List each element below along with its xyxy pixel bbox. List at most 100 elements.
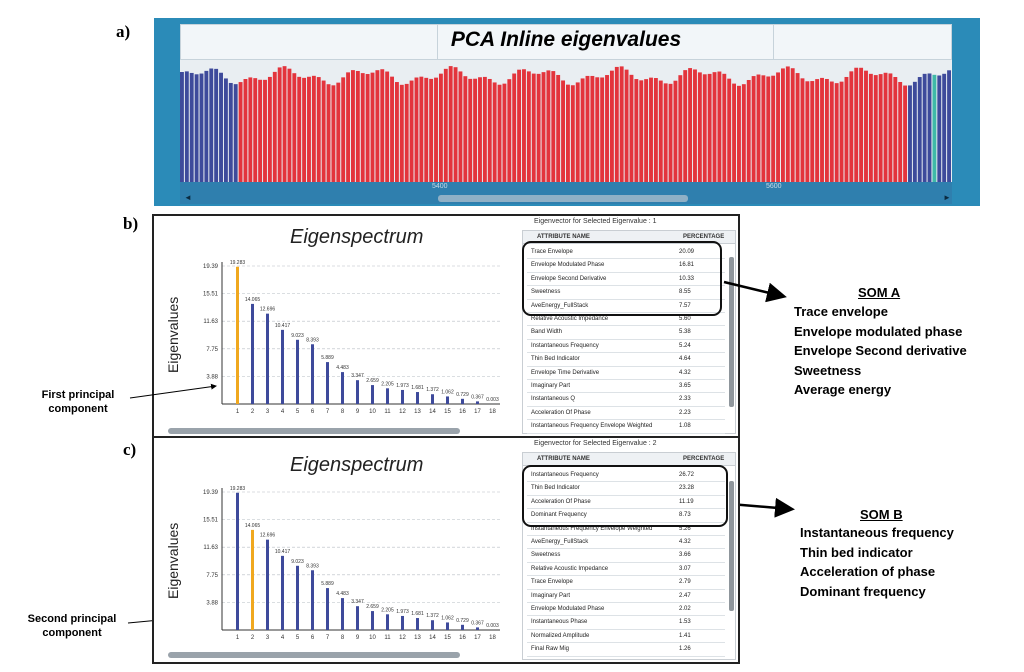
pca-bar xyxy=(414,77,419,182)
eigenvalue-bar[interactable] xyxy=(281,329,284,404)
eigenvalue-bar[interactable] xyxy=(341,372,344,404)
pca-scrollbar-thumb[interactable] xyxy=(438,195,688,202)
table-row[interactable]: Instantaneous Frequency Envelope Weighte… xyxy=(523,420,727,434)
eigenvalue-bar[interactable] xyxy=(236,492,239,630)
eigenvalue-bar[interactable] xyxy=(371,611,374,630)
eigenvalue-bar[interactable] xyxy=(431,620,434,630)
pca-bar xyxy=(453,67,458,182)
table-row[interactable]: Instantaneous Frequency Envelope Weighte… xyxy=(523,523,727,536)
attribute-percentage: 5.24 xyxy=(679,342,691,349)
eigenvalue-bar[interactable] xyxy=(356,380,359,404)
pca-bar xyxy=(785,66,790,182)
attribute-name: Relative Acoustic Impedance xyxy=(531,565,609,572)
eigenvalue-bar[interactable] xyxy=(326,362,329,404)
table-row[interactable]: Acceleration Of Phase 11.19 xyxy=(523,496,727,510)
pca-bar xyxy=(341,77,346,182)
eigenvalue-bar[interactable] xyxy=(341,598,344,630)
pca-bar xyxy=(673,80,678,182)
table-row[interactable]: Envelope Modulated Phase 16.81 xyxy=(523,259,727,273)
table-row[interactable]: Relative Acoustic Impedance 5.60 xyxy=(523,313,727,327)
pca-bar xyxy=(463,76,468,182)
pca-bar xyxy=(712,72,717,182)
eigenvalue-bar[interactable] xyxy=(461,624,464,630)
selected-eigenvalue-bar[interactable] xyxy=(236,266,239,404)
pca-bar xyxy=(233,84,238,182)
eigenvalue-bar[interactable] xyxy=(311,344,314,404)
eigenvalue-bar[interactable] xyxy=(356,606,359,630)
attribute-name: Instantaneous Frequency Envelope Weighte… xyxy=(531,525,653,532)
table-row[interactable]: Relative Acoustic Impedance 3.07 xyxy=(523,563,727,577)
table-row[interactable]: Envelope Time Derivative 4.32 xyxy=(523,367,727,380)
eigenvalue-bar[interactable] xyxy=(326,588,329,630)
eigenvalue-bar[interactable] xyxy=(476,401,479,404)
eigenvalue-bar[interactable] xyxy=(431,394,434,404)
table-row[interactable]: AveEnergy_FullStack 4.32 xyxy=(523,536,727,550)
pca-bar xyxy=(536,73,541,182)
eigenvalue-bar[interactable] xyxy=(266,313,269,404)
eigenvalue-bar[interactable] xyxy=(476,627,479,630)
horizontal-scrollbar[interactable] xyxy=(168,428,460,434)
attribute-percentage: 20.09 xyxy=(679,249,695,255)
pca-bar xyxy=(717,71,722,182)
pca-bar xyxy=(253,78,258,182)
table-row[interactable]: Instantaneous Q 2.33 xyxy=(523,393,727,407)
table-row[interactable]: Acceleration Of Phase 2.23 xyxy=(523,407,727,421)
eigenvalue-bar[interactable] xyxy=(371,385,374,404)
eigenvalue-bar[interactable] xyxy=(416,392,419,404)
column-header[interactable]: PERCENTAGE xyxy=(683,234,725,240)
selected-eigenvalue-bar[interactable] xyxy=(251,529,254,630)
pca-bar xyxy=(634,79,639,182)
eigenvalue-bar[interactable] xyxy=(266,539,269,630)
pca-bar xyxy=(932,74,937,182)
eigenvalue-bar[interactable] xyxy=(446,396,449,404)
eigenvalue-bar[interactable] xyxy=(251,303,254,404)
eigenvalue-bar[interactable] xyxy=(401,389,404,404)
pca-bar xyxy=(883,72,888,182)
pca-bar xyxy=(302,77,307,182)
pca-bar xyxy=(512,73,517,182)
table-row[interactable]: Trace Envelope 2.79 xyxy=(523,576,727,590)
table-row[interactable]: Thin Bed Indicator 23.28 xyxy=(523,482,727,496)
eigenvalue-bar[interactable] xyxy=(311,570,314,630)
scroll-right-icon[interactable]: ► xyxy=(943,193,951,202)
eigenvalue-bar[interactable] xyxy=(416,618,419,630)
table-row[interactable]: Imaginary Part 3.65 xyxy=(523,380,727,394)
table-row[interactable]: Envelope Second Derivative 10.33 xyxy=(523,273,727,287)
column-header[interactable]: PERCENTAGE xyxy=(683,456,725,462)
table-row[interactable]: Dominant Frequency 8.73 xyxy=(523,509,727,523)
table-row[interactable]: Instantaneous Frequency 5.24 xyxy=(523,340,727,354)
table-row[interactable]: Envelope Modulated Phase 2.02 xyxy=(523,603,727,617)
vertical-scrollbar[interactable] xyxy=(729,257,734,407)
table-row[interactable]: Band Width 5.38 xyxy=(523,326,727,340)
eigenvalue-bar[interactable] xyxy=(386,388,389,404)
som-attribute: Instantaneous frequency xyxy=(800,525,954,540)
table-row[interactable]: Sweetness 3.66 xyxy=(523,549,727,563)
attribute-name: Sweetness xyxy=(531,552,561,559)
attribute-name: Acceleration Of Phase xyxy=(531,409,591,416)
vertical-scrollbar[interactable] xyxy=(729,481,734,611)
pca-bar xyxy=(771,75,776,182)
table-row[interactable]: Instantaneous Phase 1.53 xyxy=(523,616,727,630)
eigenvalue-bar[interactable] xyxy=(281,555,284,630)
column-header[interactable]: ATTRIBUTE NAME xyxy=(537,456,590,462)
pca-bar xyxy=(688,68,693,182)
table-row[interactable]: Final Raw Mig 1.26 xyxy=(523,643,727,657)
eigenvalue-bar[interactable] xyxy=(461,398,464,404)
table-row[interactable]: Trace Envelope 20.09 xyxy=(523,246,727,260)
horizontal-scrollbar[interactable] xyxy=(168,652,460,658)
eigenvalue-bar[interactable] xyxy=(296,565,299,630)
table-row[interactable]: Imaginary Part 2.47 xyxy=(523,590,727,603)
table-row[interactable]: Instantaneous Frequency 26.72 xyxy=(523,469,727,483)
table-row[interactable]: Sweetness 8.55 xyxy=(523,286,727,300)
column-header[interactable]: ATTRIBUTE NAME xyxy=(537,234,590,240)
eigenspectrum-chart-b: 3.88 7.75 11.63 15.51 19.39 19.283 1 14.065 2 12.… xyxy=(203,260,500,415)
table-row[interactable]: Thin Bed Indicator 4.64 xyxy=(523,353,727,367)
table-row[interactable]: Normalized Amplitude 1.41 xyxy=(523,630,727,644)
table-row[interactable]: AveEnergy_FullStack 7.57 xyxy=(523,300,727,313)
eigenvalue-bar[interactable] xyxy=(386,614,389,630)
eigenvalue-bar[interactable] xyxy=(296,339,299,404)
scroll-left-icon[interactable]: ◄ xyxy=(184,193,192,202)
data-label: 2.659 xyxy=(366,604,379,610)
eigenvalue-bar[interactable] xyxy=(401,615,404,630)
eigenvalue-bar[interactable] xyxy=(446,622,449,630)
